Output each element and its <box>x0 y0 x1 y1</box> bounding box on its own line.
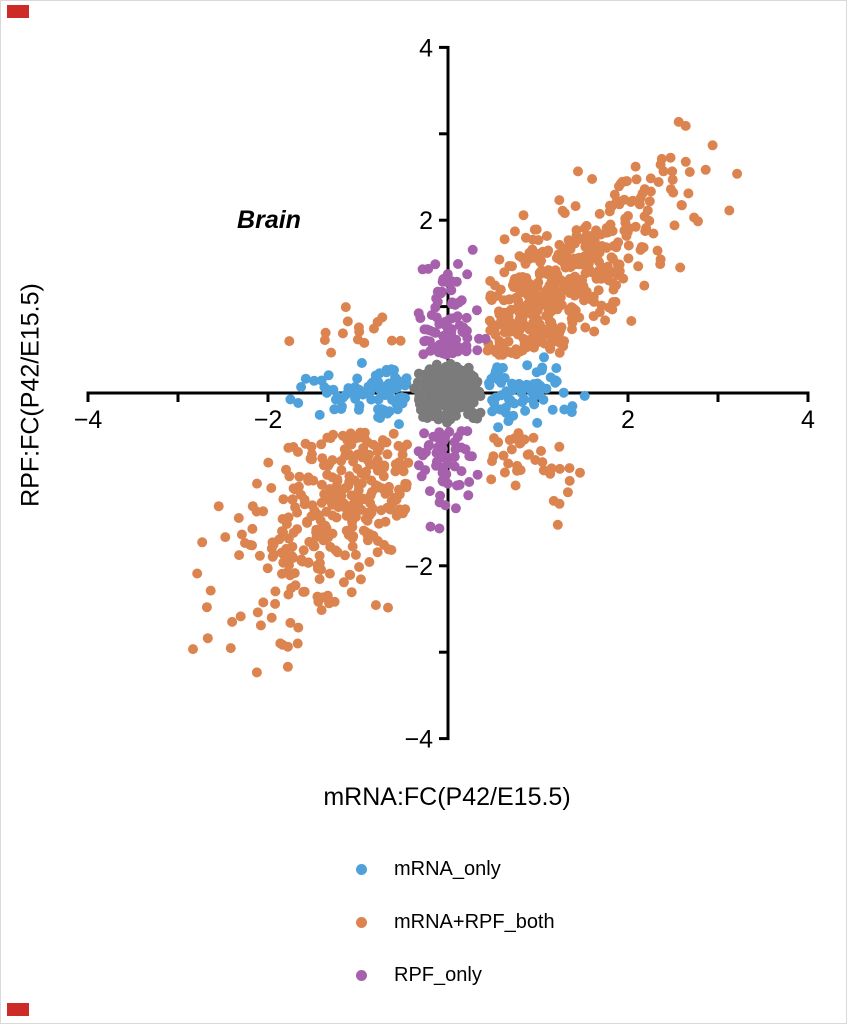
legend-label: RPF_only <box>394 964 482 986</box>
svg-text:−2: −2 <box>254 406 283 434</box>
legend-dot-icon <box>356 969 367 981</box>
plot-title: Brain <box>237 206 301 234</box>
legend-label: mRNA_only <box>394 858 501 880</box>
y-axis: −4 −2 2 4 <box>404 34 450 754</box>
legend-dot-icon <box>356 863 367 875</box>
legend: mRNA_only mRNA+RPF_both RPF_only <box>356 856 555 1015</box>
red-corner-mark-top-left <box>7 5 29 18</box>
svg-text:4: 4 <box>801 406 815 434</box>
y-axis-label: RPF:FC(P42/E15.5) <box>16 283 45 507</box>
svg-text:−4: −4 <box>74 406 103 434</box>
scatter-points-RPF_only <box>413 244 491 534</box>
svg-text:−2: −2 <box>404 553 433 581</box>
legend-item-mrna-only: mRNA_only <box>356 856 555 882</box>
scatter-points-mRNA_only <box>285 352 590 433</box>
scatter-points-not_significant_center <box>409 358 486 428</box>
x-axis-label: mRNA:FC(P42/E15.5) <box>323 783 571 811</box>
scatter-points-mRNA+RPF_both <box>188 116 743 678</box>
legend-item-mrna-rpf-both: mRNA+RPF_both <box>356 909 555 935</box>
legend-dot-icon <box>356 916 367 928</box>
legend-item-rpf-only: RPF_only <box>356 962 555 988</box>
svg-text:−4: −4 <box>404 726 433 754</box>
legend-label: mRNA+RPF_both <box>394 911 555 933</box>
red-corner-mark-bottom-left <box>7 1003 29 1016</box>
svg-text:4: 4 <box>419 34 433 62</box>
svg-text:2: 2 <box>419 207 433 235</box>
svg-text:2: 2 <box>621 406 635 434</box>
